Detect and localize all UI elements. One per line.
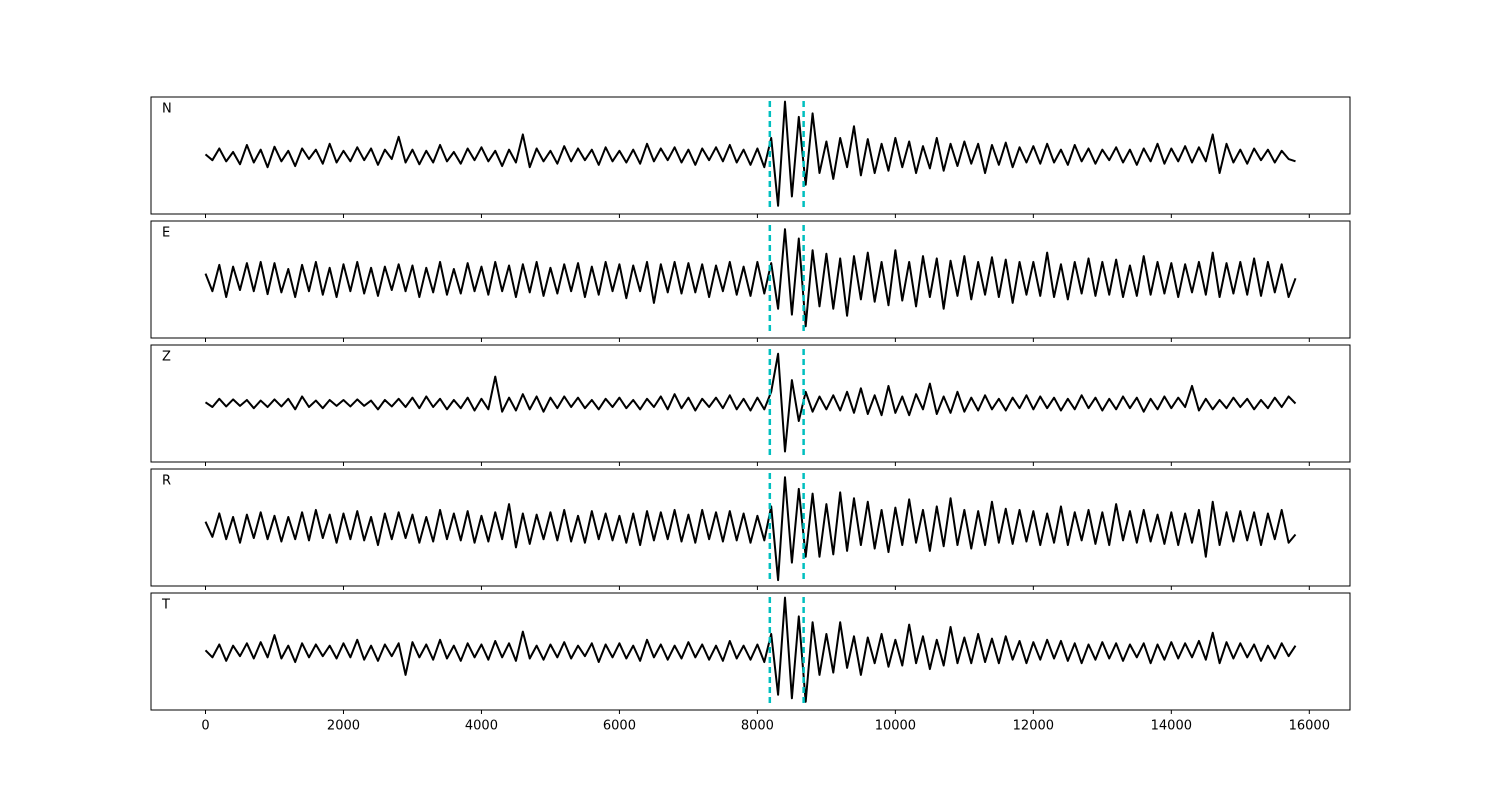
x-tick-label: 14000	[1151, 719, 1192, 734]
axes-frame	[150, 344, 1351, 463]
x-tick-label: 8000	[741, 719, 774, 734]
trace	[204, 596, 1297, 703]
panel-label: E	[162, 226, 170, 241]
x-tick-label: 16000	[1289, 719, 1330, 734]
trace	[204, 100, 1296, 207]
x-tick-label: 6000	[603, 719, 636, 734]
trace	[204, 228, 1297, 328]
trace	[204, 476, 1297, 582]
panel-label: Z	[162, 350, 171, 365]
axes-frame	[150, 96, 1351, 215]
axes-frame	[150, 592, 1351, 711]
x-tick-label: 10000	[875, 719, 916, 734]
trace	[204, 352, 1297, 453]
axes-frame	[150, 468, 1351, 587]
panel-label: R	[162, 474, 171, 489]
x-tick-label: 12000	[1013, 719, 1054, 734]
x-tick-label: 0	[201, 719, 209, 734]
panel-label: T	[161, 598, 170, 613]
axes-frame	[150, 220, 1351, 339]
x-tick-label: 2000	[327, 719, 360, 734]
x-tick-label: 4000	[465, 719, 498, 734]
panel-label: N	[162, 102, 172, 117]
